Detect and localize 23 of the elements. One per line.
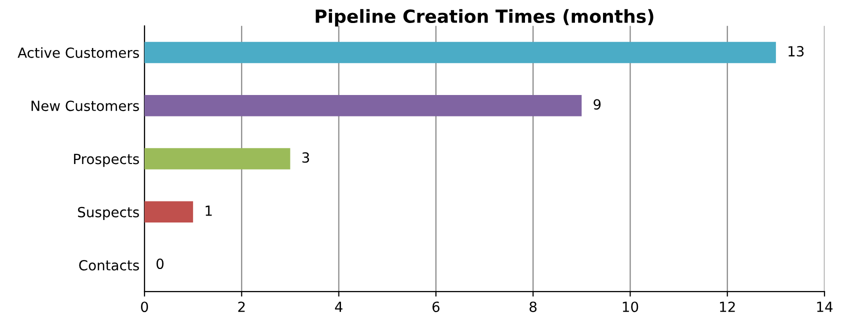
y-tick-label: New Customers xyxy=(32,100,139,112)
data-label: 1 xyxy=(206,206,212,216)
x-tick-label: 10 xyxy=(622,302,638,312)
y-tick-label: Suspects xyxy=(78,206,139,220)
x-tick-label: 0 xyxy=(140,302,148,312)
data-label: 3 xyxy=(302,152,310,163)
y-tick-label: Active Customers xyxy=(18,47,139,58)
bar xyxy=(144,148,290,170)
y-tick-label: Contacts xyxy=(79,260,139,271)
y-tick-label: Prospects xyxy=(74,154,139,167)
x-tick-label: 4 xyxy=(335,302,342,312)
data-label: 9 xyxy=(594,99,601,110)
x-tick-label: 14 xyxy=(817,302,833,312)
x-tick-label: 6 xyxy=(432,302,440,312)
data-label: 0 xyxy=(156,258,164,270)
x-tick-label: 8 xyxy=(530,302,537,312)
bar xyxy=(144,201,194,223)
data-label: 13 xyxy=(788,46,804,57)
chart-title: Pipeline Creation Times (months) xyxy=(316,9,654,27)
x-tick-label: 2 xyxy=(238,302,245,312)
x-tick-label: 12 xyxy=(720,302,735,312)
bar xyxy=(144,42,776,64)
bar xyxy=(144,94,582,116)
